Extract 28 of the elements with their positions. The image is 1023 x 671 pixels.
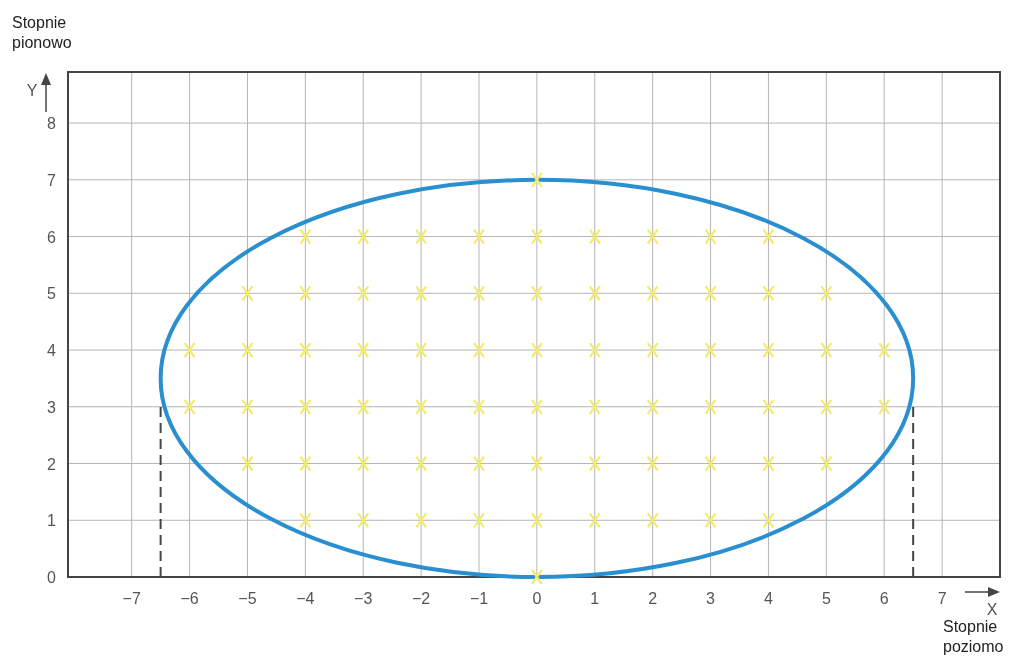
x-tick-label: 7 xyxy=(937,590,947,607)
x-tick-label: 5 xyxy=(821,590,831,607)
x-tick-label: 2 xyxy=(648,590,658,607)
x-tick-label: 4 xyxy=(763,590,773,607)
x-tick-label: 6 xyxy=(879,590,889,607)
x-tick-label: −2 xyxy=(411,590,431,607)
x-tick-label: −1 xyxy=(469,590,489,607)
y-tick-label: 5 xyxy=(47,285,57,303)
x-tick-label: −7 xyxy=(122,590,141,607)
y-axis-title: Y xyxy=(26,82,38,99)
y-tick-label: 3 xyxy=(47,398,57,416)
x-tick-label: −3 xyxy=(354,590,373,607)
y-tick-label: 7 xyxy=(47,171,57,189)
text: Stopnie pionowo xyxy=(12,14,72,51)
y-tick-label: 0 xyxy=(47,569,57,586)
x-tick-label: 0 xyxy=(532,590,542,607)
y-tick-label: 2 xyxy=(47,455,57,473)
x-axis-title: X xyxy=(986,601,998,618)
y-tick-label: 8 xyxy=(47,115,57,133)
x-tick-label: −4 xyxy=(296,590,315,607)
y-tick-label: 6 xyxy=(47,228,57,246)
x-tick-label: 1 xyxy=(590,590,600,607)
x-tick-label: −6 xyxy=(180,590,199,607)
y-tick-label: 1 xyxy=(47,512,57,530)
text: Stopnie poziomo xyxy=(943,618,1004,655)
x-tick-label: 3 xyxy=(706,590,716,607)
x-tick-label: −5 xyxy=(238,590,257,607)
y-tick-label: 4 xyxy=(47,342,57,360)
